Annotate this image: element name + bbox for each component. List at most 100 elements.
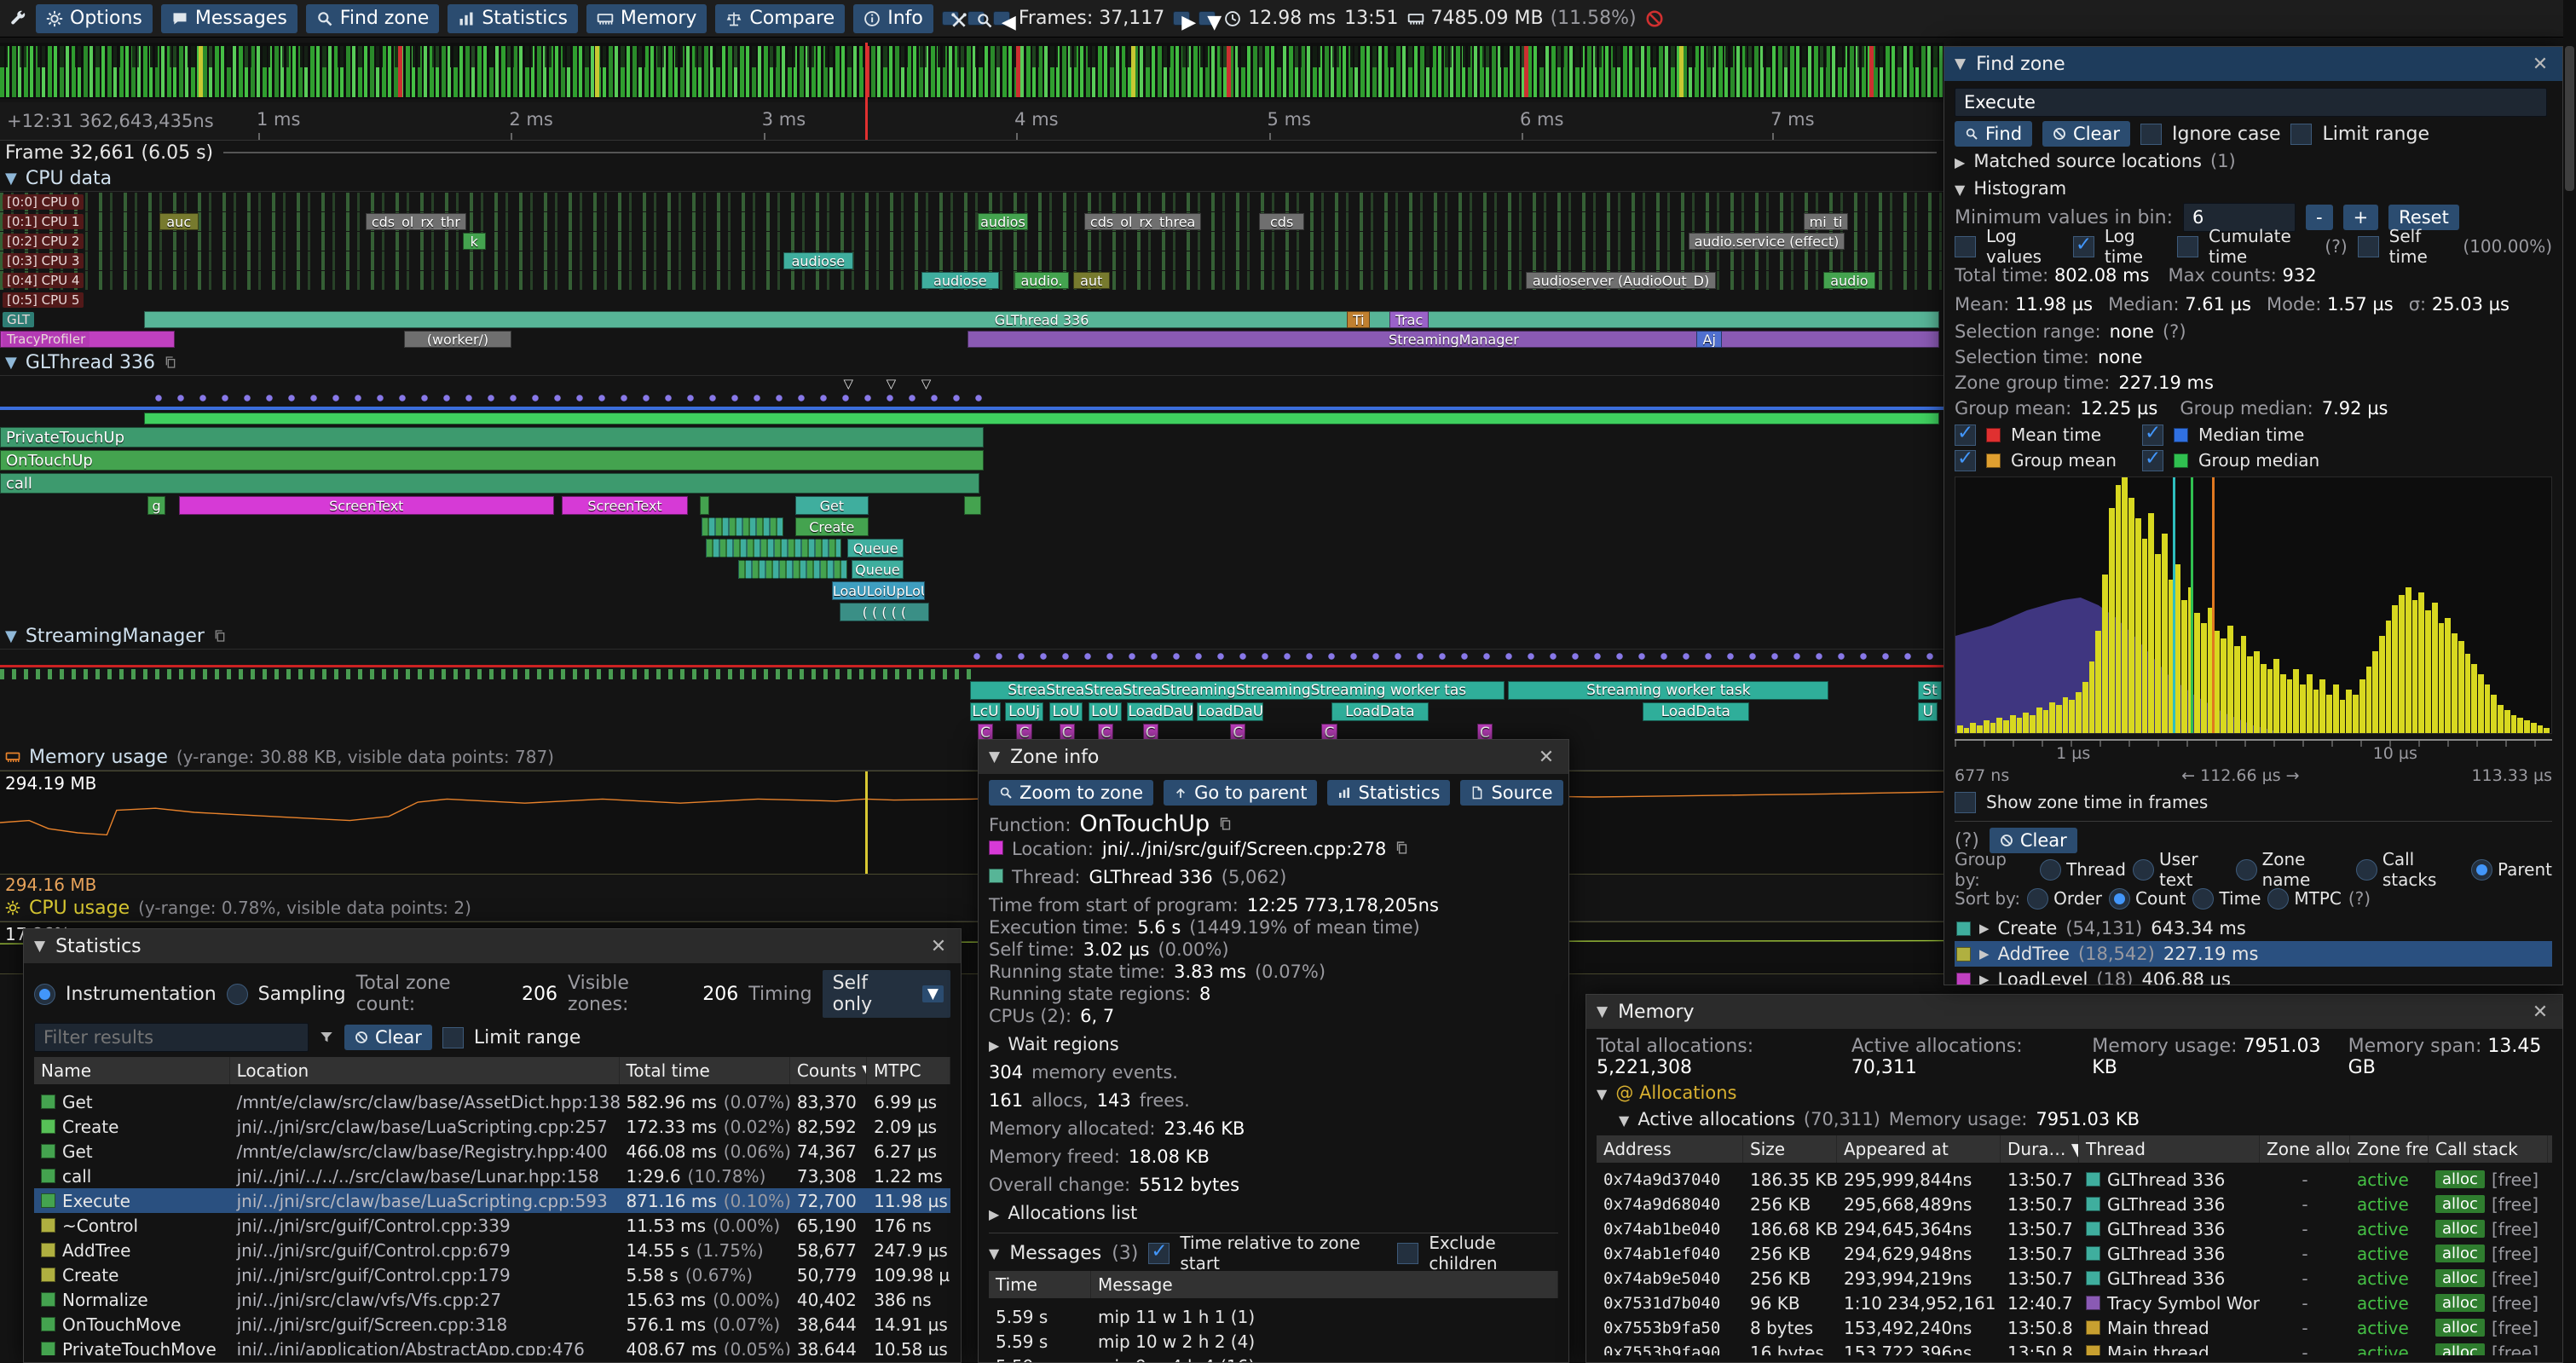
found-zone-group[interactable]: ▶ AddTree (18,542) 227.19 ms xyxy=(1955,941,2552,967)
sort-by-option[interactable]: Count xyxy=(2109,887,2186,910)
log-values-checkbox[interactable] xyxy=(1955,235,1976,257)
alloc-callstack-button[interactable]: alloc xyxy=(2435,1245,2485,1262)
cpu-core-row[interactable]: k audio.service (effect) [0:2] CPU 2 xyxy=(0,232,1944,251)
timeline-zone[interactable]: mi_ti xyxy=(1803,213,1849,230)
timeline-zone[interactable]: call xyxy=(0,473,980,494)
alloc-callstack-button[interactable]: alloc xyxy=(2435,1319,2485,1337)
info-button[interactable]: Info xyxy=(853,3,933,33)
message-row[interactable]: 5.59 s mip 11 w 1 h 1 (1) xyxy=(996,1306,1256,1327)
allocation-row[interactable]: 0x7553b9fa50 8 bytes 153,492,240ns 13:50… xyxy=(1603,1317,2538,1338)
wrench-icon[interactable] xyxy=(9,9,27,28)
memory-usage-header[interactable]: Memory usage (y-range: 30.88 KB, visible… xyxy=(0,744,1944,771)
allocation-row[interactable]: 0x74ab1be040 186.68 KB 294,645,364ns 13:… xyxy=(1603,1218,2538,1239)
min-bin-decrement-button[interactable]: - xyxy=(2305,205,2333,230)
find-zone-button[interactable]: Find zone xyxy=(305,3,440,33)
expanded-icon[interactable]: ▼ xyxy=(989,1245,1000,1262)
go-to-parent-button[interactable]: Go to parent xyxy=(1164,780,1318,806)
zone-info-titlebar[interactable]: ▼ Zone info ✕ xyxy=(979,740,1568,774)
timeline-zone[interactable]: C xyxy=(1142,724,1158,742)
zoom-to-zone-button[interactable]: Zoom to zone xyxy=(989,780,1154,806)
alloc-callstack-button[interactable]: alloc xyxy=(2435,1170,2485,1188)
message-row[interactable]: 5.59 s mip 10 w 2 h 2 (4) xyxy=(996,1331,1256,1352)
thread-pin-icon[interactable] xyxy=(164,355,177,369)
timeline-zone[interactable]: audio. xyxy=(1014,272,1069,289)
clear-found-button[interactable]: Clear xyxy=(1989,828,2077,853)
close-icon[interactable]: ✕ xyxy=(1538,746,1555,768)
active-allocations-toggle[interactable]: ▼ Active allocations (70,311) Memory usa… xyxy=(1619,1109,2140,1129)
group-by-option[interactable]: Thread xyxy=(2040,858,2126,881)
next-frame-button[interactable]: ▶ xyxy=(1173,11,1196,33)
statistics-row[interactable]: ~Control jni/../jni/src/guif/Control.cpp… xyxy=(34,1213,950,1238)
timeline-zone[interactable]: ( ( ( ( ( xyxy=(839,603,929,621)
timeline-zone[interactable]: audio.service (effect) xyxy=(1689,233,1845,250)
statistics-row[interactable]: Normalize jni/../jni/src/claw/vfs/Vfs.cp… xyxy=(34,1287,950,1312)
timeline-zone[interactable]: cds_ol_rx_thr xyxy=(365,213,467,230)
timeline-zone[interactable]: audiose xyxy=(783,252,853,269)
timeline[interactable]: ▼ CPU data [0:0] CPU 0 auc cds_ol_rx_thr… xyxy=(0,165,1944,1363)
timeline-zone[interactable]: LoUj xyxy=(1004,702,1044,721)
cpu-core-row[interactable]: (worker/) StreamingManager Aj TracyProfi… xyxy=(0,330,1944,349)
timeline-zone[interactable]: LcU xyxy=(969,702,1002,721)
memory-titlebar[interactable]: ▼ Memory ✕ xyxy=(1586,995,2562,1029)
zone-statistics-button[interactable]: Statistics xyxy=(1327,780,1451,806)
allocation-row[interactable]: 0x74a9d68040 256 KB 295,668,489ns 13:50.… xyxy=(1603,1193,2538,1215)
timeline-zone[interactable]: aut xyxy=(1072,272,1110,289)
legend-checkbox[interactable] xyxy=(1955,448,1976,471)
timeline-zone[interactable]: g xyxy=(147,496,165,515)
streamingmanager-header[interactable]: ▼ StreamingManager xyxy=(0,623,1944,650)
message-mark[interactable] xyxy=(921,376,932,391)
help-hint[interactable]: (?) xyxy=(1955,829,1979,852)
legend-checkbox[interactable] xyxy=(2142,448,2163,471)
allocations-list-toggle[interactable]: ▶ Allocations list xyxy=(989,1203,1138,1223)
sort-by-option[interactable]: MTPC xyxy=(2267,887,2342,910)
funnel-icon[interactable] xyxy=(319,1030,334,1045)
timeline-zone[interactable]: (worker/) xyxy=(404,331,511,348)
timeline-zone[interactable]: PrivateTouchUp xyxy=(0,427,984,448)
timeline-zone[interactable] xyxy=(738,560,848,579)
allocation-row[interactable]: 0x7553b9fa90 16 bytes 153,722,396ns 13:5… xyxy=(1597,1340,2552,1355)
timing-combo[interactable]: Self only ▼ xyxy=(822,970,950,1018)
messages-button[interactable]: Messages xyxy=(160,3,297,33)
group-by-option[interactable]: Parent xyxy=(2470,858,2552,881)
frame-dropdown-button[interactable]: ▼ xyxy=(1198,11,1222,33)
alloc-callstack-button[interactable]: alloc xyxy=(2435,1220,2485,1238)
statistics-table-header[interactable]: Name Location Total time Counts ▼ MTPC xyxy=(34,1057,950,1084)
timeline-zone[interactable]: audio xyxy=(1822,272,1876,289)
legend-checkbox[interactable] xyxy=(2142,422,2163,446)
tools-button[interactable] xyxy=(941,11,959,26)
timeline-zone[interactable]: StreaStreaStreaStreaStreamingStreamingSt… xyxy=(969,681,1505,700)
group-by-option[interactable]: Call stacks xyxy=(2355,849,2464,890)
self-time-checkbox[interactable] xyxy=(2357,235,2379,257)
min-bin-input[interactable] xyxy=(2182,203,2296,232)
timeline-zone[interactable]: LoadDaU xyxy=(1127,702,1193,721)
timeline-zone[interactable]: audioserver (AudioOut_D) xyxy=(1525,272,1717,289)
exclude-children-checkbox[interactable] xyxy=(1397,1242,1419,1264)
timeline-zone[interactable] xyxy=(699,496,710,515)
sampling-radio[interactable] xyxy=(226,983,248,1005)
help-hint[interactable]: (?) xyxy=(2325,236,2348,257)
zoom-search-button[interactable] xyxy=(967,11,985,26)
options-button[interactable]: Options xyxy=(36,3,153,33)
copy-icon[interactable] xyxy=(1218,817,1233,831)
legend-checkbox[interactable] xyxy=(1955,422,1976,446)
thread-value[interactable]: GLThread 336 xyxy=(1089,867,1213,887)
cpu-data-header[interactable]: ▼ CPU data xyxy=(0,165,1944,192)
timeline-zone[interactable]: GLThread 336 xyxy=(143,311,1940,328)
timeline-zone[interactable]: LoaULoiUpLoUp xyxy=(831,581,926,600)
allocation-row[interactable]: 0x7531d7b040 96 KB 1:10 234,952,161 12:4… xyxy=(1603,1292,2538,1314)
timeline-zone[interactable]: Ti xyxy=(1347,311,1371,328)
reset-button[interactable]: Reset xyxy=(2388,205,2459,230)
allocations-section-toggle[interactable]: ▼ @ Allocations xyxy=(1597,1083,1737,1103)
timeline-zone[interactable]: ScreenText xyxy=(561,496,689,515)
matched-locations-toggle[interactable]: ▶ Matched source locations (1) xyxy=(1955,151,2236,171)
find-zone-titlebar[interactable]: ▼ Find zone ✕ xyxy=(1944,47,2562,81)
instrumentation-radio[interactable] xyxy=(34,983,55,1005)
cpu-core-row[interactable]: [0:0] CPU 0 xyxy=(0,193,1944,211)
timeline-zone[interactable]: LoU xyxy=(1088,702,1122,721)
timeline-zone[interactable]: k xyxy=(462,233,486,250)
statistics-row[interactable]: Create jni/../jni/src/claw/base/LuaScrip… xyxy=(34,1114,950,1139)
scrollbar-thumb[interactable] xyxy=(2565,46,2574,191)
location-value[interactable]: jni/../jni/src/guif/Screen.cpp:278 xyxy=(1101,839,1387,859)
message-mark[interactable] xyxy=(844,376,854,391)
prev-frame-button[interactable]: ◀ xyxy=(992,11,1016,33)
